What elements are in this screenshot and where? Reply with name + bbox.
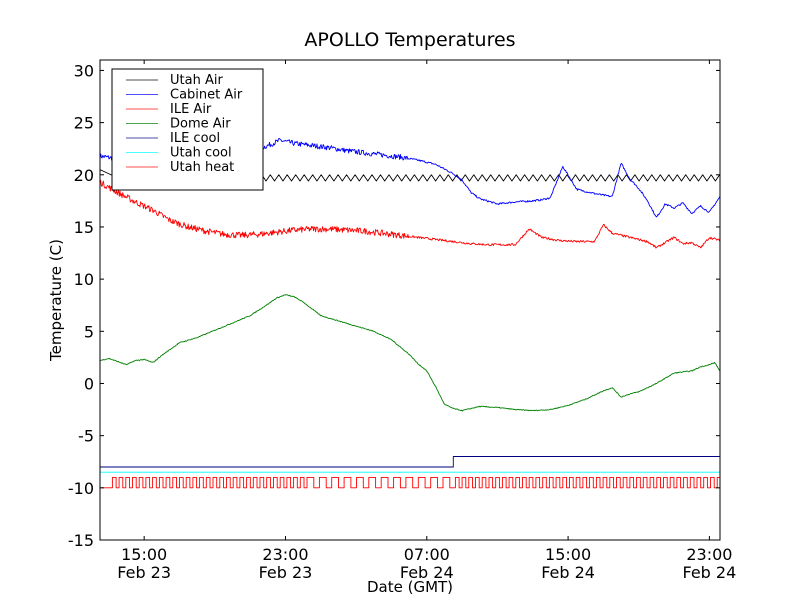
series-layer: [100, 137, 720, 489]
y-tick-label: 30: [74, 61, 94, 80]
y-tick-label: 20: [74, 166, 94, 185]
legend-box: [111, 68, 264, 191]
legend-label-cabinet-air: Cabinet Air: [170, 88, 243, 103]
x-axis-title: Date (GMT): [367, 578, 453, 596]
legend-label-utah-air: Utah Air: [170, 73, 223, 88]
series-line-dome-air: [100, 294, 720, 412]
x-tick-label-time: 23:00: [262, 545, 308, 564]
series-line-utah-heat: [100, 476, 720, 489]
y-tick-label: -15: [68, 531, 94, 550]
legend-label-dome-air: Dome Air: [170, 117, 231, 132]
x-tick-label-date: Feb 23: [117, 563, 171, 582]
x-tick-label-time: 15:00: [545, 545, 591, 564]
series-line-ile-cool: [100, 456, 720, 468]
y-tick-label: 0: [84, 374, 94, 393]
y-tick-label: -5: [78, 427, 94, 446]
chart-title: APOLLO Temperatures: [304, 29, 515, 51]
plot-area-frame: [99, 59, 721, 541]
x-tick-label-date: Feb 23: [259, 563, 313, 582]
x-tick-label-time: 15:00: [121, 545, 167, 564]
y-tick-label: -10: [68, 479, 94, 498]
y-tick-label: 15: [74, 218, 94, 237]
y-axis-title: Temperature (C): [47, 239, 65, 362]
y-tick-label: 5: [84, 322, 94, 341]
legend-label-utah-cool: Utah cool: [170, 146, 232, 161]
x-tick-label-time: 07:00: [404, 545, 450, 564]
y-tick-label: 25: [74, 114, 94, 133]
x-tick-label-date: Feb 24: [400, 563, 454, 582]
x-tick-label-time: 23:00: [686, 545, 732, 564]
series-line-ile-air: [100, 179, 720, 249]
legend-label-ile-air: ILE Air: [170, 102, 212, 117]
legend-label-utah-heat: Utah heat: [170, 160, 234, 175]
x-tick-label-date: Feb 24: [541, 563, 595, 582]
y-tick-label: 10: [74, 270, 94, 289]
y-axis: -15 -10 -5 0 5 10 15 20 25 30: [68, 61, 720, 550]
x-tick-label-date: Feb 24: [683, 563, 737, 582]
legend-label-ile-cool: ILE cool: [170, 131, 220, 146]
